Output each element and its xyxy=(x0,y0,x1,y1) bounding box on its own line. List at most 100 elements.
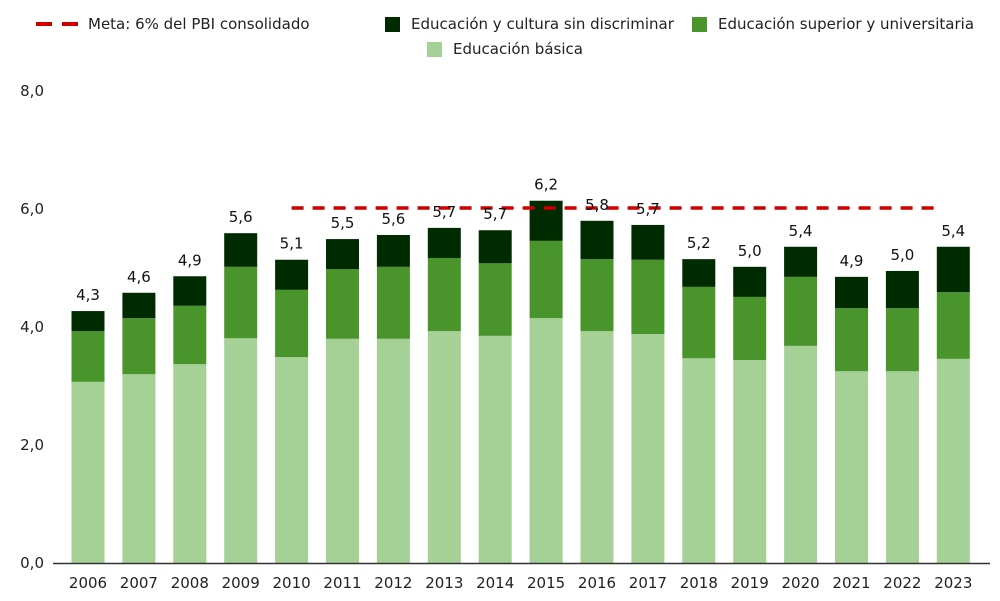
bar-segment-basica-2011 xyxy=(326,338,359,563)
total-label-2014: 5,7 xyxy=(483,205,507,223)
y-tick-label: 4,0 xyxy=(20,318,44,336)
bar-segment-basica-2007 xyxy=(122,374,156,563)
legend-label-meta: Meta: 6% del PBI consolidado xyxy=(88,15,310,33)
x-tick-label: 2017 xyxy=(629,574,667,592)
bar-segment-cultura-2007 xyxy=(122,292,156,319)
x-tick-label: 2022 xyxy=(883,574,921,592)
total-label-2017: 5,7 xyxy=(636,200,660,218)
legend-label-cultura: Educación y cultura sin discriminar xyxy=(411,15,674,33)
x-tick-label: 2015 xyxy=(527,574,565,592)
bar-segment-superior-2014 xyxy=(478,263,512,336)
x-axis: 2006 2007 2008 2009 2010 2011 2012 2013 2014 2015… xyxy=(53,562,990,592)
total-label-2011: 5,5 xyxy=(331,214,355,232)
total-label-2020: 5,4 xyxy=(789,222,813,240)
bar-segment-basica-2016 xyxy=(580,331,614,563)
bar-segment-basica-2022 xyxy=(885,371,919,563)
bar-segment-basica-2017 xyxy=(631,334,665,563)
bar-segment-superior-2020 xyxy=(784,276,818,346)
bar-segment-cultura-2014 xyxy=(478,230,512,264)
legend-item-basica: Educación básica xyxy=(427,40,583,58)
bar-segment-cultura-2022 xyxy=(885,270,919,309)
bar-segment-superior-2018 xyxy=(682,286,716,359)
x-tick-label: 2009 xyxy=(222,574,260,592)
bar-segment-superior-2011 xyxy=(326,269,359,339)
bar-segment-superior-2012 xyxy=(376,266,410,339)
y-tick-label: 8,0 xyxy=(20,82,44,100)
legend-label-basica: Educación básica xyxy=(453,40,583,58)
x-tick-label: 2016 xyxy=(578,574,616,592)
bar-segment-basica-2015 xyxy=(529,318,563,563)
total-label-2018: 5,2 xyxy=(687,234,711,252)
x-tick-label: 2023 xyxy=(934,574,972,592)
total-label-2008: 4,9 xyxy=(178,251,202,269)
legend-swatch-basica xyxy=(427,41,442,57)
bar-segment-basica-2006 xyxy=(71,381,105,563)
bar-segment-superior-2013 xyxy=(427,257,461,332)
legend-swatch-cultura xyxy=(385,16,400,32)
bar-segment-cultura-2010 xyxy=(275,259,309,290)
bar-segment-superior-2007 xyxy=(122,318,156,375)
bar-segment-cultura-2017 xyxy=(631,224,665,260)
total-label-2016: 5,8 xyxy=(585,196,609,214)
bars-group xyxy=(71,200,970,563)
bar-segment-cultura-2008 xyxy=(173,276,207,306)
legend-item-meta: Meta: 6% del PBI consolidado xyxy=(36,15,310,33)
legend-swatch-superior xyxy=(692,16,707,32)
x-tick-label: 2013 xyxy=(425,574,463,592)
total-label-2007: 4,6 xyxy=(127,268,151,286)
bar-segment-basica-2013 xyxy=(427,331,461,563)
bar-segment-basica-2012 xyxy=(376,338,410,563)
total-label-2006: 4,3 xyxy=(76,286,100,304)
y-axis: 0,0 2,0 4,0 6,0 8,0 xyxy=(20,82,44,572)
bar-segment-superior-2009 xyxy=(224,266,258,339)
bar-segment-basica-2020 xyxy=(784,345,818,563)
total-label-2009: 5,6 xyxy=(229,208,253,226)
x-tick-label: 2012 xyxy=(374,574,412,592)
bar-segment-basica-2009 xyxy=(224,338,258,563)
bar-segment-cultura-2016 xyxy=(580,220,614,260)
bar-segment-superior-2010 xyxy=(275,289,309,358)
bar-segment-cultura-2020 xyxy=(784,246,818,277)
total-labels-group: 4,3 4,6 4,9 5,6 5,1 5,5 5,6 5,7 5,7 6,2 5,8 5,7 5,2 5… xyxy=(76,176,965,304)
bar-segment-superior-2016 xyxy=(580,259,614,332)
bar-segment-cultura-2013 xyxy=(427,227,461,258)
bar-segment-superior-2008 xyxy=(173,305,207,365)
bar-segment-basica-2014 xyxy=(478,335,512,563)
bar-segment-superior-2006 xyxy=(71,331,105,382)
x-tick-label: 2007 xyxy=(120,574,158,592)
x-tick-label: 2018 xyxy=(680,574,718,592)
y-tick-label: 0,0 xyxy=(20,554,44,572)
bar-segment-superior-2023 xyxy=(936,292,970,359)
bar-segment-superior-2017 xyxy=(631,259,665,335)
bar-segment-cultura-2011 xyxy=(326,239,359,270)
total-label-2013: 5,7 xyxy=(432,203,456,221)
x-tick-label: 2020 xyxy=(782,574,820,592)
x-tick-label: 2011 xyxy=(323,574,361,592)
total-label-2012: 5,6 xyxy=(381,210,405,228)
legend-item-cultura: Educación y cultura sin discriminar xyxy=(385,15,674,33)
bar-segment-basica-2019 xyxy=(733,360,767,563)
bar-segment-cultura-2019 xyxy=(733,266,767,297)
bar-segment-cultura-2012 xyxy=(376,234,410,267)
total-label-2010: 5,1 xyxy=(280,235,304,253)
bar-segment-superior-2022 xyxy=(885,308,919,372)
bar-segment-cultura-2023 xyxy=(936,246,970,293)
total-label-2015: 6,2 xyxy=(534,176,558,194)
x-tick-label: 2006 xyxy=(69,574,107,592)
bar-segment-cultura-2018 xyxy=(682,259,716,287)
legend-dash-icon xyxy=(36,22,52,26)
bar-segment-basica-2018 xyxy=(682,358,716,563)
y-tick-label: 2,0 xyxy=(20,436,44,454)
legend-item-superior: Educación superior y universitaria xyxy=(692,15,974,33)
legend-label-superior: Educación superior y universitaria xyxy=(718,15,975,33)
x-tick-label: 2019 xyxy=(731,574,769,592)
bar-segment-basica-2010 xyxy=(275,357,309,563)
bar-segment-basica-2023 xyxy=(936,358,970,563)
total-label-2021: 4,9 xyxy=(840,252,864,270)
total-label-2019: 5,0 xyxy=(738,242,762,260)
legend-dash-icon xyxy=(62,22,78,26)
bar-segment-superior-2019 xyxy=(733,296,767,361)
total-label-2023: 5,4 xyxy=(941,222,965,240)
total-label-2022: 5,0 xyxy=(890,246,914,264)
